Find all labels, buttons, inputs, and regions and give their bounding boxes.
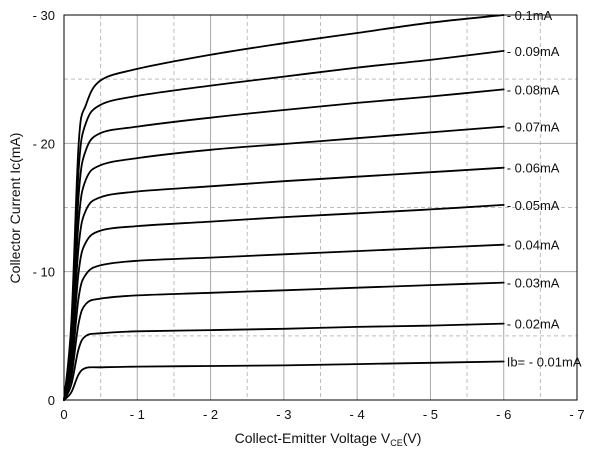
series-line-3 — [63, 243, 505, 401]
series-label-0: Ib= - 0.01mA — [507, 355, 582, 370]
series-labels: Ib= - 0.01mA - 0.02mA - 0.03mA - 0.04mA - 0.… — [507, 8, 582, 370]
x-tick-label-3: - 3 — [276, 407, 291, 422]
x-tick-label-2: - 2 — [203, 407, 218, 422]
x-tick-label-4: - 4 — [350, 407, 365, 422]
plot-area-frame — [63, 14, 578, 401]
series-label-4: - 0.05mA — [507, 198, 560, 213]
series-line-9 — [63, 14, 505, 401]
curves — [63, 14, 505, 401]
series-line-0 — [63, 360, 505, 401]
x-tick-label-0: 0 — [60, 407, 67, 422]
x-tick-label-7: - 7 — [569, 407, 584, 422]
series-label-6: - 0.07mA — [507, 120, 560, 135]
y-tick-label-3: - 30 — [33, 8, 55, 23]
series-line-5 — [63, 166, 505, 401]
y-axis-title: Collector Current Ic(mA) — [7, 133, 23, 284]
x-tick-label-1: - 1 — [130, 407, 145, 422]
tick-labels: 0 - 1 - 2 - 3 - 4 - 5 - 6 - 7 0 - 10 - 20 - 30 — [33, 8, 585, 422]
y-tick-label-0: 0 — [48, 393, 55, 408]
x-axis-title-subscript: CE — [390, 438, 403, 448]
series-label-9: - 0.1mA — [507, 8, 553, 23]
x-axis-title-tail: (V) — [403, 430, 422, 446]
series-label-5: - 0.06mA — [507, 161, 560, 176]
series-label-2: - 0.03mA — [507, 276, 560, 291]
x-axis-title: Collect-Emitter Voltage VCE(V) — [235, 430, 422, 448]
y-tick-label-1: - 10 — [33, 265, 55, 280]
series-label-3: - 0.04mA — [507, 238, 560, 253]
x-tick-label-5: - 5 — [423, 407, 438, 422]
series-label-7: - 0.08mA — [507, 82, 560, 97]
x-axis-title-main: Collect-Emitter Voltage V — [235, 430, 391, 446]
series-line-2 — [63, 281, 505, 401]
y-tick-label-2: - 20 — [33, 136, 55, 151]
series-label-8: - 0.09mA — [507, 44, 560, 59]
grid — [64, 15, 577, 400]
series-label-1: - 0.02mA — [507, 317, 560, 332]
series-line-1 — [63, 322, 505, 401]
x-tick-label-6: - 6 — [496, 407, 511, 422]
series-line-4 — [63, 204, 505, 401]
